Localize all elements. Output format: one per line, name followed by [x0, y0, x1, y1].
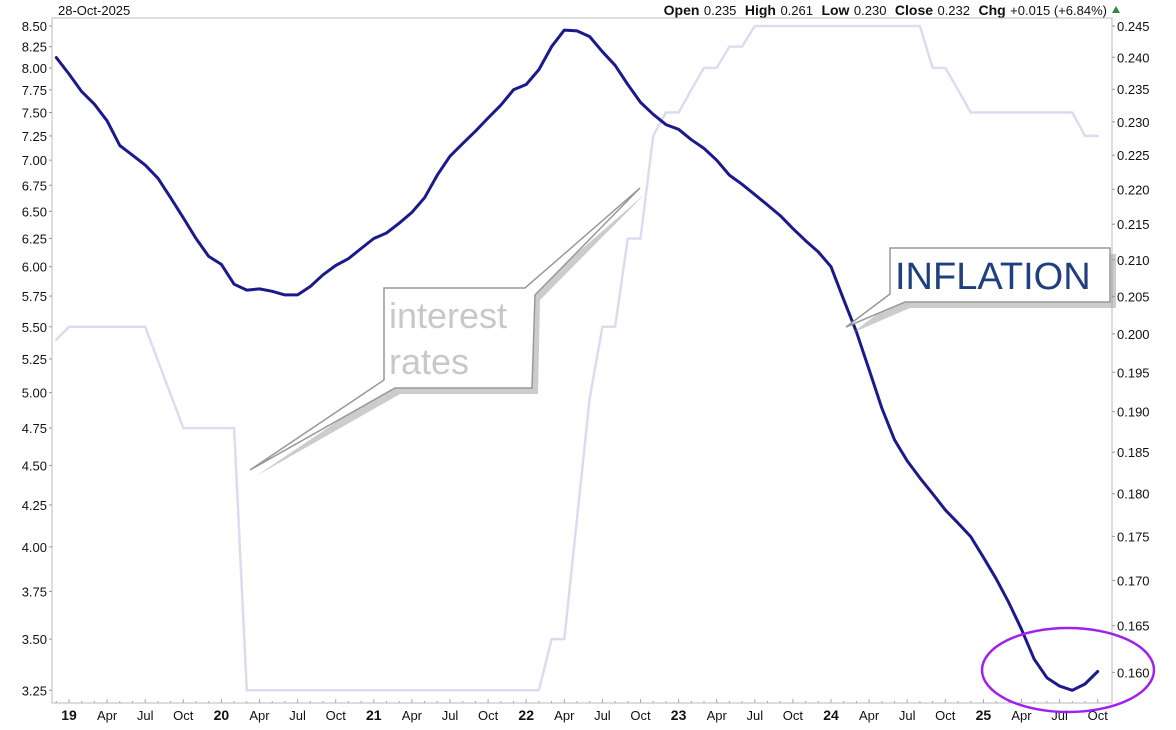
right-tick-label: 0.185 [1117, 445, 1150, 460]
x-tick-label: Jul [746, 708, 763, 723]
x-tick-label: 24 [823, 707, 839, 723]
x-tick-label: Apr [1011, 708, 1032, 723]
left-tick-label: 8.50 [22, 19, 47, 34]
x-tick-label: Oct [173, 708, 194, 723]
ohlc-readout: Open 0.235 High 0.261 Low 0.230 Close 0.… [664, 2, 1107, 19]
right-tick-label: 0.220 [1117, 182, 1150, 197]
right-tick-label: 0.165 [1117, 619, 1150, 634]
x-tick-label: 25 [976, 707, 992, 723]
open-value: 0.235 [704, 3, 737, 18]
interest-rates-label-line2: rates [389, 341, 469, 382]
interest-rates-label-line1: interest [389, 295, 507, 336]
x-tick-label: Jul [899, 708, 916, 723]
inflation-label: INFLATION [895, 256, 1091, 298]
left-tick-label: 4.25 [22, 498, 47, 513]
inflation-series-line [54, 28, 1100, 692]
x-tick-label: Oct [326, 708, 347, 723]
x-tick-label: Apr [554, 708, 575, 723]
right-axis: 0.245 0.240 0.235 0.230 0.225 0.220 0.215 0.210… [1112, 19, 1150, 680]
left-tick-label: 8.00 [22, 61, 47, 76]
x-tick-label: 20 [214, 707, 230, 723]
x-tick-label: Apr [97, 708, 118, 723]
x-tick-label: Oct [935, 708, 956, 723]
right-tick-label: 0.245 [1117, 19, 1150, 34]
left-tick-label: 8.25 [22, 40, 47, 55]
right-tick-label: 0.200 [1117, 327, 1150, 342]
left-tick-label: 7.50 [22, 105, 47, 120]
plot-frame [51, 17, 1113, 704]
left-tick-label: 5.50 [22, 320, 47, 335]
left-tick-label: 6.00 [22, 260, 47, 275]
left-tick-label: 5.25 [22, 352, 47, 367]
right-tick-label: 0.175 [1117, 529, 1150, 544]
left-tick-label: 6.75 [22, 178, 47, 193]
x-tick-label: 23 [671, 707, 687, 723]
low-label: Low [821, 2, 849, 18]
x-tick-label: Jul [594, 708, 611, 723]
chart-header: 28-Oct-2025 Open 0.235 High 0.261 Low 0.… [58, 2, 1120, 19]
triangle-up-icon [1112, 6, 1120, 13]
x-tick-label: Oct [630, 708, 651, 723]
close-label: Close [895, 2, 933, 18]
left-tick-label: 5.00 [22, 386, 47, 401]
high-value: 0.261 [780, 3, 813, 18]
x-tick-label: Apr [402, 708, 423, 723]
interest-rates-callout: interest rates [249, 187, 645, 476]
x-tick-label: 21 [366, 707, 382, 723]
left-tick-label: 6.50 [22, 204, 47, 219]
left-tick-label: 4.00 [22, 540, 47, 555]
right-tick-label: 0.170 [1117, 573, 1150, 588]
highlight-ellipse [980, 626, 1156, 714]
right-tick-label: 0.180 [1117, 487, 1150, 502]
x-tick-label: Jul [137, 708, 154, 723]
x-tick-label: Oct [478, 708, 499, 723]
left-tick-label: 3.50 [22, 632, 47, 647]
x-tick-label: Oct [1088, 708, 1109, 723]
left-tick-label: 3.75 [22, 584, 47, 599]
right-tick-label: 0.230 [1117, 115, 1150, 130]
left-tick-label: 3.25 [22, 683, 47, 698]
x-tick-label: Apr [249, 708, 270, 723]
x-tick-label: Apr [707, 708, 728, 723]
low-value: 0.230 [854, 3, 887, 18]
x-tick-label: Jul [289, 708, 306, 723]
right-tick-label: 0.210 [1117, 253, 1150, 268]
x-axis: 19 Apr Jul Oct 20 Apr Jul Oct 21 Apr Jul Oct 22 Apr Ju… [55, 699, 1109, 723]
series-group [54, 24, 1100, 692]
interest-rate-series-line [55, 24, 1099, 692]
inflation-callout: INFLATION [845, 247, 1116, 333]
right-tick-label: 0.195 [1117, 365, 1150, 380]
open-label: Open [664, 2, 700, 18]
chg-value: +0.015 (+6.84%) [1010, 3, 1107, 18]
x-tick-label: Apr [859, 708, 880, 723]
right-tick-label: 0.160 [1117, 665, 1150, 680]
chg-label: Chg [978, 2, 1005, 18]
left-tick-label: 4.75 [22, 421, 47, 436]
left-axis: 8.50 8.25 8.00 7.75 7.50 7.25 7.00 6.75 6.50 6.25… [22, 19, 52, 698]
right-tick-label: 0.235 [1117, 82, 1150, 97]
header-date: 28-Oct-2025 [58, 3, 130, 18]
high-label: High [745, 2, 776, 18]
left-tick-label: 7.00 [22, 153, 47, 168]
x-tick-label: Oct [783, 708, 804, 723]
close-value: 0.232 [937, 3, 970, 18]
x-tick-label: Jul [442, 708, 459, 723]
x-tick-label: 19 [61, 707, 77, 723]
left-tick-label: 7.75 [22, 83, 47, 98]
right-tick-label: 0.190 [1117, 405, 1150, 420]
x-tick-label: 22 [518, 707, 534, 723]
right-tick-label: 0.215 [1117, 217, 1150, 232]
right-tick-label: 0.225 [1117, 148, 1150, 163]
left-tick-label: 5.75 [22, 289, 47, 304]
left-tick-label: 6.25 [22, 231, 47, 246]
left-tick-label: 4.50 [22, 458, 47, 473]
left-tick-label: 7.25 [22, 129, 47, 144]
right-tick-label: 0.205 [1117, 289, 1150, 304]
right-tick-label: 0.240 [1117, 50, 1150, 65]
